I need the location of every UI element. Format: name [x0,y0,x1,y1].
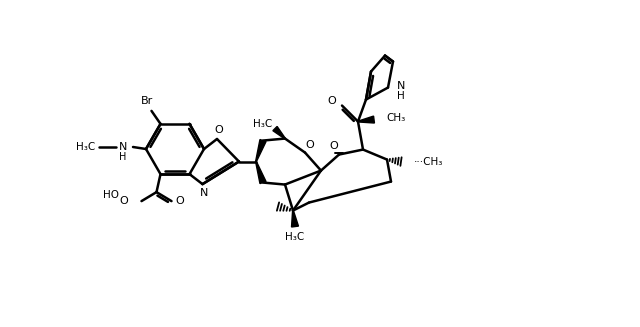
Polygon shape [255,162,266,183]
Text: Br: Br [140,96,152,106]
Text: O: O [328,95,337,106]
Text: O: O [330,141,339,150]
Text: N: N [119,142,127,152]
Polygon shape [255,140,266,162]
Text: H₃C: H₃C [285,232,305,242]
Text: HO: HO [104,190,120,200]
Text: N: N [200,188,209,198]
Polygon shape [358,116,374,123]
Text: H₃C: H₃C [253,119,273,129]
Text: N: N [397,80,405,91]
Polygon shape [292,211,298,227]
Text: O: O [214,125,223,135]
Polygon shape [273,127,285,139]
Text: H₃C: H₃C [76,142,95,152]
Text: O: O [120,196,129,206]
Text: O: O [306,140,314,149]
Text: H: H [119,152,127,162]
Text: ···CH₃: ···CH₃ [414,157,444,166]
Text: H: H [397,91,405,101]
Text: O: O [175,196,184,206]
Text: CH₃: CH₃ [386,112,405,123]
